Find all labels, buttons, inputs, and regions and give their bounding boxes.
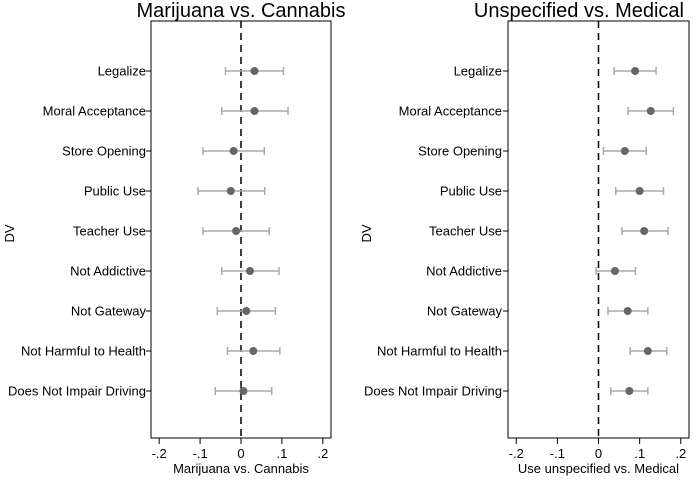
point-estimate bbox=[239, 387, 248, 395]
point-estimate bbox=[640, 227, 649, 235]
category-label: Moral Acceptance bbox=[43, 104, 146, 119]
x-tick-label: .2 bbox=[675, 446, 686, 461]
category-label: Public Use bbox=[440, 184, 502, 199]
point-estimate bbox=[643, 347, 652, 355]
point-estimate bbox=[250, 107, 259, 115]
y-axis-label: DV bbox=[359, 224, 374, 242]
point-estimate bbox=[610, 267, 619, 275]
category-label: Store Opening bbox=[418, 144, 502, 159]
x-tick-label: -.1 bbox=[550, 446, 565, 461]
x-axis-label: Use unspecified vs. Medical bbox=[518, 461, 679, 476]
x-tick-label: 0 bbox=[237, 446, 244, 461]
point-estimate bbox=[242, 307, 251, 315]
point-estimate bbox=[625, 387, 634, 395]
category-label: Not Addictive bbox=[70, 264, 146, 279]
point-estimate bbox=[229, 147, 238, 155]
category-label: Does Not Impair Driving bbox=[8, 384, 146, 399]
chart-title: Marijuana vs. Cannabis bbox=[137, 0, 346, 22]
x-tick-label: 0 bbox=[595, 446, 602, 461]
category-label: Moral Acceptance bbox=[399, 104, 502, 119]
x-tick-label: .1 bbox=[634, 446, 645, 461]
x-tick-label: .1 bbox=[276, 446, 287, 461]
point-estimate bbox=[631, 67, 640, 75]
category-label: Not Addictive bbox=[426, 264, 502, 279]
x-tick-label: -.2 bbox=[152, 446, 167, 461]
x-axis-label: Marijuana vs. Cannabis bbox=[173, 461, 309, 476]
point-estimate bbox=[646, 107, 655, 115]
x-tick-label: -.2 bbox=[509, 446, 524, 461]
point-estimate bbox=[620, 147, 629, 155]
category-label: Not Gateway bbox=[71, 304, 147, 319]
point-estimate bbox=[249, 347, 258, 355]
category-label: Legalize bbox=[454, 64, 502, 79]
category-label: Public Use bbox=[84, 184, 146, 199]
point-estimate bbox=[232, 227, 241, 235]
category-label: Not Gateway bbox=[427, 304, 503, 319]
chart-title: Unspecified vs. Medical bbox=[474, 0, 684, 22]
x-tick-label: -.1 bbox=[193, 446, 208, 461]
point-estimate bbox=[246, 267, 254, 275]
point-estimate bbox=[226, 187, 235, 195]
point-estimate bbox=[623, 307, 632, 315]
category-label: Teacher Use bbox=[73, 224, 146, 239]
category-label: Legalize bbox=[98, 64, 146, 79]
point-estimate bbox=[250, 67, 259, 75]
point-estimate bbox=[635, 187, 644, 195]
category-label: Does Not Impair Driving bbox=[364, 384, 502, 399]
y-axis-label: DV bbox=[2, 224, 17, 242]
x-tick-label: .2 bbox=[317, 446, 328, 461]
category-label: Store Opening bbox=[62, 144, 146, 159]
category-label: Not Harmful to Health bbox=[377, 344, 502, 359]
category-label: Not Harmful to Health bbox=[21, 344, 146, 359]
category-label: Teacher Use bbox=[429, 224, 502, 239]
